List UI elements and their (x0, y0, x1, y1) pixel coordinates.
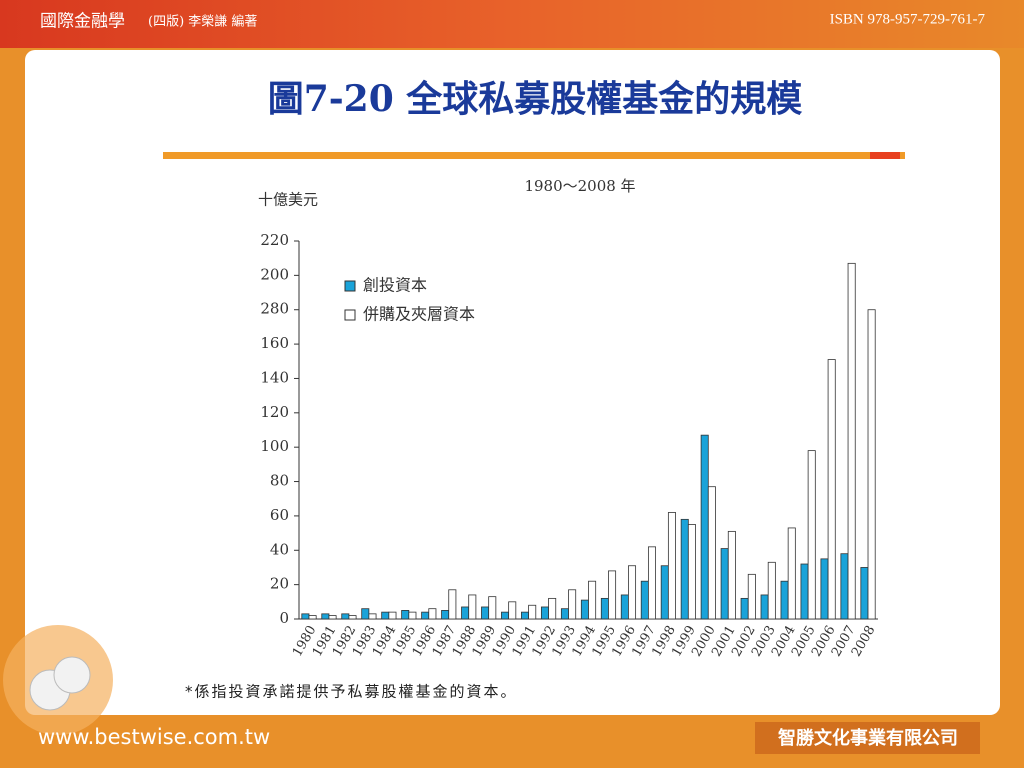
bar (328, 615, 337, 620)
bar (687, 524, 696, 620)
y-tick-label: 280 (260, 300, 289, 318)
bar (441, 610, 450, 620)
bar (700, 434, 709, 620)
legend-label: 併購及夾層資本 (363, 305, 475, 324)
bar (707, 486, 716, 620)
bar (428, 608, 437, 620)
bar (381, 611, 390, 620)
bar (501, 611, 510, 620)
bar (308, 615, 317, 620)
y-tick-label: 140 (260, 368, 289, 386)
legend-swatch (344, 309, 356, 321)
bar (560, 608, 569, 620)
y-tick-label: 100 (260, 437, 289, 455)
y-tick-label: 40 (270, 540, 289, 558)
bar (767, 561, 776, 620)
footer-company: 智勝文化事業有限公司 (778, 727, 958, 749)
legend-label: 創投資本 (363, 276, 427, 295)
bar (348, 615, 357, 620)
bar (568, 589, 577, 620)
bar (807, 450, 816, 620)
bar (461, 606, 470, 620)
bar (628, 565, 637, 620)
y-tick-label: 80 (270, 472, 289, 490)
panel (25, 50, 1000, 715)
bar (468, 594, 477, 620)
bar (508, 601, 517, 620)
bar (867, 309, 876, 620)
bar (647, 546, 656, 620)
bar (421, 611, 430, 620)
bar (667, 512, 676, 620)
coin-icon (53, 656, 91, 694)
bar (600, 597, 609, 620)
bar (368, 613, 377, 620)
bar (620, 594, 629, 620)
bar (588, 580, 597, 620)
bar (548, 597, 557, 620)
bar (481, 606, 490, 620)
plot: 0204060801001201401602802002201980198119… (260, 231, 878, 659)
bar (341, 613, 350, 620)
header-title: 國際金融學 (40, 12, 125, 32)
bar (827, 359, 836, 620)
y-tick-label: 200 (260, 265, 289, 283)
bar (727, 530, 736, 620)
bar (521, 611, 530, 620)
bar (800, 563, 809, 620)
bar (840, 553, 849, 620)
bar (847, 262, 856, 620)
y-tick-label: 220 (260, 231, 289, 249)
footer-url: www.bestwise.com.tw (38, 725, 270, 749)
y-tick-label: 120 (260, 403, 289, 421)
chart-subtitle: 1980～2008 年 (524, 177, 635, 195)
bar (361, 608, 370, 620)
title-rule-accent (870, 152, 900, 159)
bar (787, 527, 796, 620)
bar (528, 604, 537, 620)
company-box (755, 722, 980, 754)
slide-title: 圖7-20 全球私募股權基金的規模 (268, 78, 803, 120)
bar (747, 573, 756, 620)
bar (640, 580, 649, 620)
bar (388, 611, 397, 620)
bar (680, 518, 689, 620)
bar (720, 548, 729, 620)
bar (580, 599, 589, 620)
y-tick-label: 160 (260, 334, 289, 352)
legend-swatch (344, 280, 356, 292)
y-tick-label: 20 (270, 575, 289, 593)
bar (401, 610, 410, 620)
footnote: *係指投資承諾提供予私募股權基金的資本。 (185, 683, 518, 701)
bar (820, 558, 829, 620)
top-bar (0, 0, 1024, 48)
bar (760, 594, 769, 620)
bar (860, 567, 869, 620)
bar (540, 606, 549, 620)
bar (301, 613, 310, 620)
bar (780, 580, 789, 620)
bar (448, 589, 457, 620)
bar (321, 613, 330, 620)
title-rule (163, 152, 905, 159)
y-tick-label: 0 (279, 609, 289, 627)
bar (740, 597, 749, 620)
header-subtitle: (四版) 李榮謙 編著 (148, 14, 257, 30)
bar (608, 570, 617, 620)
isbn: ISBN 978-957-729-761-7 (830, 11, 986, 27)
bar (488, 596, 497, 620)
y-tick-label: 60 (270, 506, 289, 524)
bar (408, 611, 417, 620)
bar (660, 565, 669, 620)
y-axis-label: 十億美元 (258, 191, 318, 209)
